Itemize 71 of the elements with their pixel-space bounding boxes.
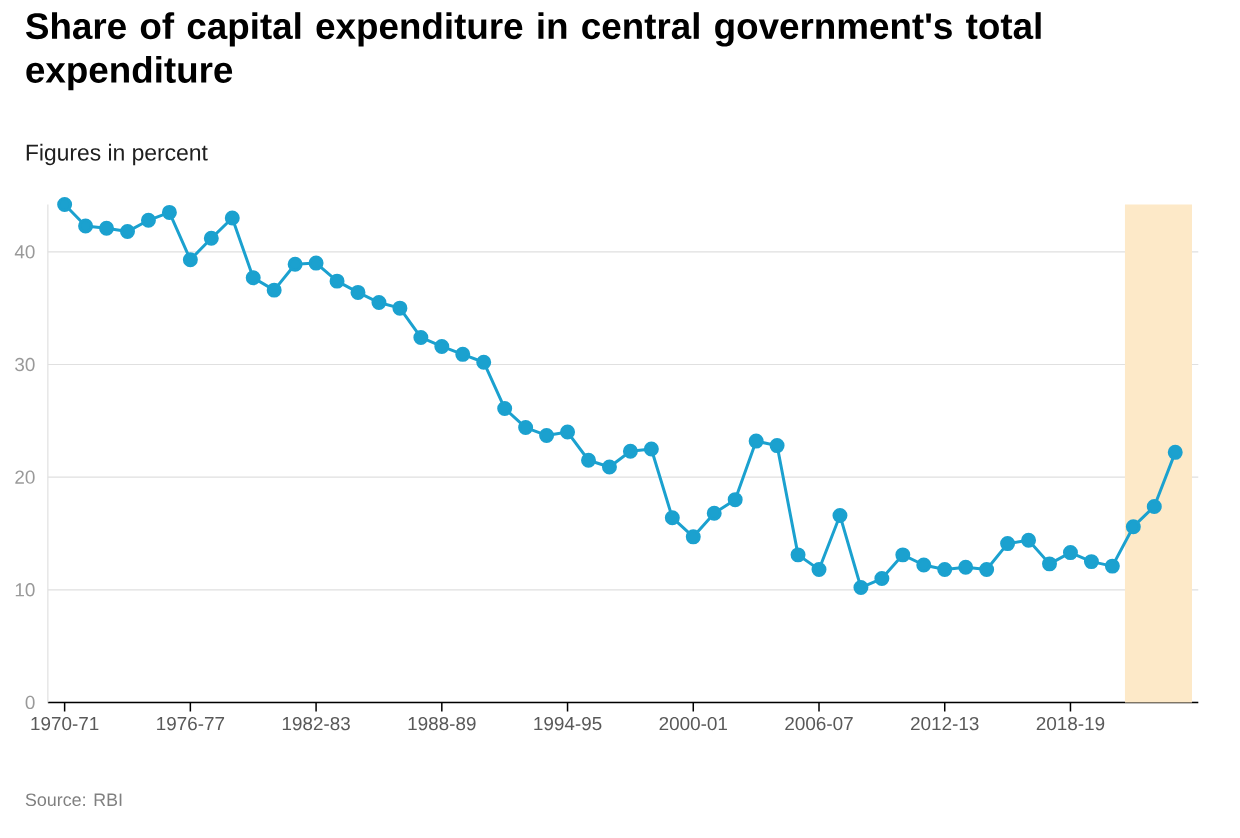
x-tick-label: 1988-89 [408,716,476,731]
x-tick-label: 2006-07 [785,716,853,731]
point [476,354,492,370]
point [560,424,576,440]
point [1083,554,1099,570]
point [1062,545,1078,561]
x-tick-label: 1976-77 [157,716,225,731]
y-tick-label: 30 [15,357,35,372]
point [518,420,534,435]
x-tick-label: 1982-83 [282,716,350,731]
point [979,561,995,577]
point [874,570,890,586]
x-tick-label: 2018-19 [1036,716,1105,731]
point [769,438,785,454]
point [832,507,848,523]
point [287,256,303,272]
point [1146,498,1162,514]
point [685,529,701,545]
point [434,338,450,354]
point [539,427,555,443]
point [329,273,345,289]
point [455,346,471,362]
point [601,459,617,475]
point [1104,558,1120,574]
point [853,579,869,595]
point [1167,444,1183,460]
point [203,230,219,246]
point [350,284,366,300]
point [811,561,827,577]
y-tick-label: 20 [15,470,35,484]
point [895,547,911,563]
y-tick-label: 0 [25,695,35,710]
point [266,282,282,298]
point [748,433,764,449]
point [937,561,953,577]
point [1021,532,1037,548]
x-tick-label: 1994-95 [534,716,602,731]
point [1000,536,1016,552]
y-tick-label: 40 [14,245,35,259]
x-tick-label: 1970-71 [31,716,99,731]
point [245,270,261,286]
point [57,196,73,212]
point [308,255,324,271]
point [392,300,408,316]
point [622,443,638,459]
point [78,218,94,234]
point [182,252,198,268]
point [1042,556,1057,572]
point [413,329,429,345]
chart-title: Share of capital expenditure in central government's total expenditure [25,12,1041,91]
source-note: Source: RBI [25,793,122,807]
point [727,492,743,508]
x-tick-label: 2012-13 [911,716,979,731]
point [706,505,722,521]
point [120,224,135,239]
point [916,557,932,573]
point [371,294,387,310]
point [790,547,806,563]
point [497,400,513,416]
point [664,510,680,526]
point [958,559,974,575]
point [224,210,240,226]
point [581,452,596,468]
chart-subtitle: Figures in percent [26,143,208,166]
point [161,204,177,220]
point [99,220,115,236]
point [643,441,659,457]
point [140,212,156,228]
point [1125,519,1141,535]
x-tick-label: 2000-01 [659,716,727,731]
y-tick-label: 10 [15,583,35,597]
